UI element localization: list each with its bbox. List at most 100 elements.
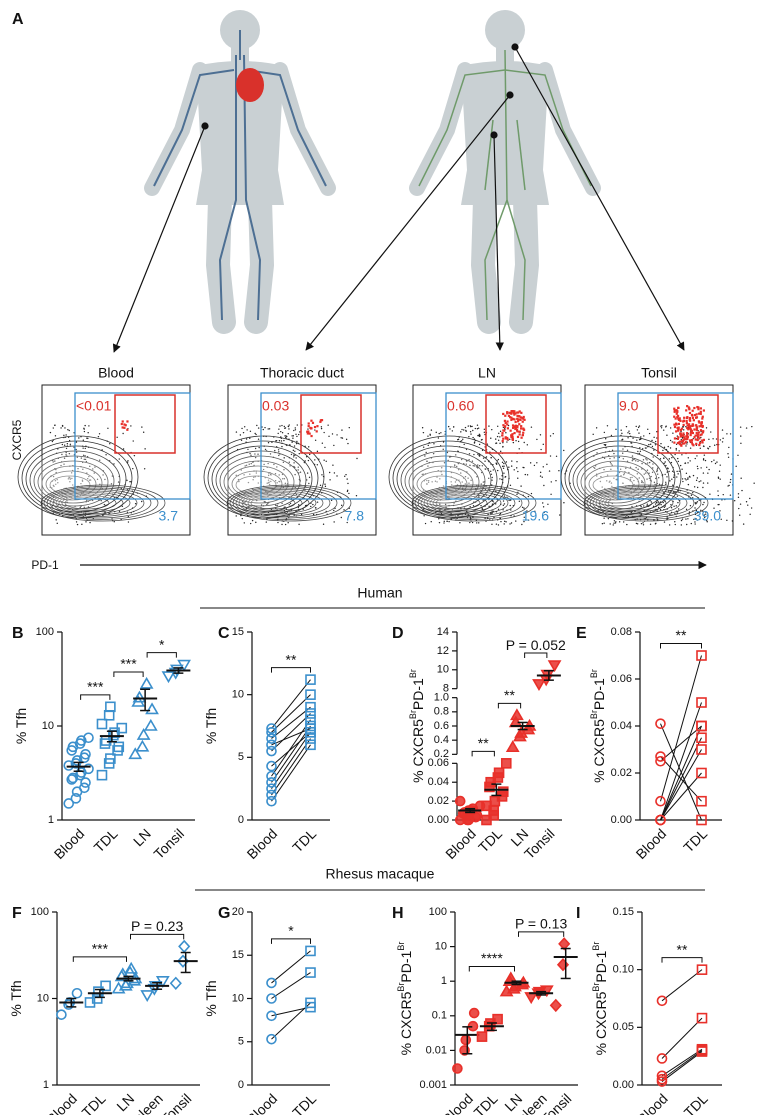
event-dot	[340, 437, 342, 439]
event-dot	[648, 461, 651, 464]
event-dot	[639, 438, 642, 440]
pair-line	[271, 731, 311, 789]
event-dot	[427, 435, 429, 437]
event-dot	[685, 479, 687, 481]
gate-event	[307, 425, 310, 428]
event-dot	[88, 425, 90, 427]
event-dot	[281, 502, 283, 505]
event-dot	[294, 427, 296, 429]
data-point	[305, 701, 316, 713]
x-tick-label: Blood	[633, 825, 670, 862]
event-dot	[599, 480, 602, 483]
flow-plot	[560, 384, 755, 536]
event-dot	[247, 481, 250, 484]
event-dot	[314, 459, 316, 461]
event-dot	[638, 477, 640, 479]
data-point	[266, 733, 277, 744]
event-dot	[517, 470, 519, 473]
gate-event	[310, 419, 313, 422]
event-dot	[340, 516, 342, 519]
y-tick-label: 10	[232, 992, 244, 1004]
y-tick-label: 10	[437, 664, 449, 676]
data-point	[63, 798, 75, 809]
event-dot	[443, 522, 445, 524]
event-dot	[633, 483, 635, 486]
event-dot	[753, 482, 755, 484]
event-dot	[113, 497, 116, 499]
event-dot	[603, 457, 606, 460]
data-point	[124, 961, 139, 974]
data-point	[510, 708, 524, 721]
event-dot	[660, 425, 662, 427]
data-point	[66, 774, 78, 785]
event-dot	[52, 475, 55, 478]
event-dot	[471, 521, 474, 524]
event-dot	[672, 432, 674, 434]
event-dot	[499, 450, 502, 453]
event-dot	[708, 438, 710, 441]
event-dot	[344, 475, 346, 477]
y-axis-label-part: % Tfh	[13, 708, 29, 744]
event-dot	[660, 503, 662, 506]
contour	[592, 489, 688, 517]
panel-letter: G	[218, 905, 230, 922]
gate-event	[516, 435, 520, 439]
gate-event	[319, 420, 322, 423]
significance-label: **	[504, 687, 515, 703]
event-dot	[702, 459, 705, 461]
significance-bracket	[660, 643, 702, 649]
event-dot	[610, 463, 612, 465]
event-dot	[499, 478, 501, 480]
event-dot	[692, 497, 694, 499]
event-dot	[673, 505, 675, 508]
event-dot	[88, 475, 90, 478]
event-dot	[277, 521, 279, 524]
contour	[25, 445, 127, 513]
blue-gate-value: 19.6	[522, 508, 549, 524]
event-dot	[235, 431, 238, 433]
event-dot	[495, 442, 498, 444]
event-dot	[623, 473, 626, 475]
event-dot	[539, 475, 542, 477]
contour	[49, 475, 91, 495]
event-dot	[481, 449, 484, 451]
event-dot	[480, 504, 482, 507]
event-dot	[294, 454, 296, 457]
x-tick-label: Blood	[439, 1090, 476, 1115]
gate-event	[504, 421, 507, 425]
event-dot	[636, 429, 639, 431]
x-tick-label: TDL	[681, 1090, 711, 1115]
event-dot	[77, 467, 79, 470]
event-dot	[631, 505, 633, 508]
event-dot	[333, 521, 335, 523]
event-dot	[83, 458, 85, 461]
event-dot	[63, 457, 66, 459]
event-dot	[249, 522, 252, 525]
event-dot	[689, 460, 691, 462]
red-gate	[114, 394, 176, 454]
gate-event	[691, 431, 695, 435]
gate-event	[701, 417, 704, 420]
event-dot	[745, 501, 748, 503]
gate-event	[697, 431, 700, 434]
gate-event	[516, 411, 519, 414]
event-dot	[298, 452, 300, 455]
event-dot	[670, 507, 673, 509]
event-dot	[652, 467, 654, 469]
event-dot	[66, 443, 69, 445]
event-dot	[434, 480, 437, 482]
data-point	[488, 809, 499, 821]
event-dot	[61, 453, 63, 456]
gate-event	[502, 437, 505, 440]
data-point	[56, 1009, 67, 1020]
event-dot	[315, 507, 317, 509]
event-dot	[56, 522, 58, 525]
event-dot	[253, 476, 255, 479]
event-dot	[501, 475, 503, 477]
y-tick-label: 8	[443, 683, 449, 695]
event-dot	[116, 436, 118, 438]
y-axis-label-part: Br	[396, 942, 406, 951]
event-dot	[626, 523, 628, 526]
event-dot	[671, 470, 674, 473]
data-point	[105, 753, 116, 764]
